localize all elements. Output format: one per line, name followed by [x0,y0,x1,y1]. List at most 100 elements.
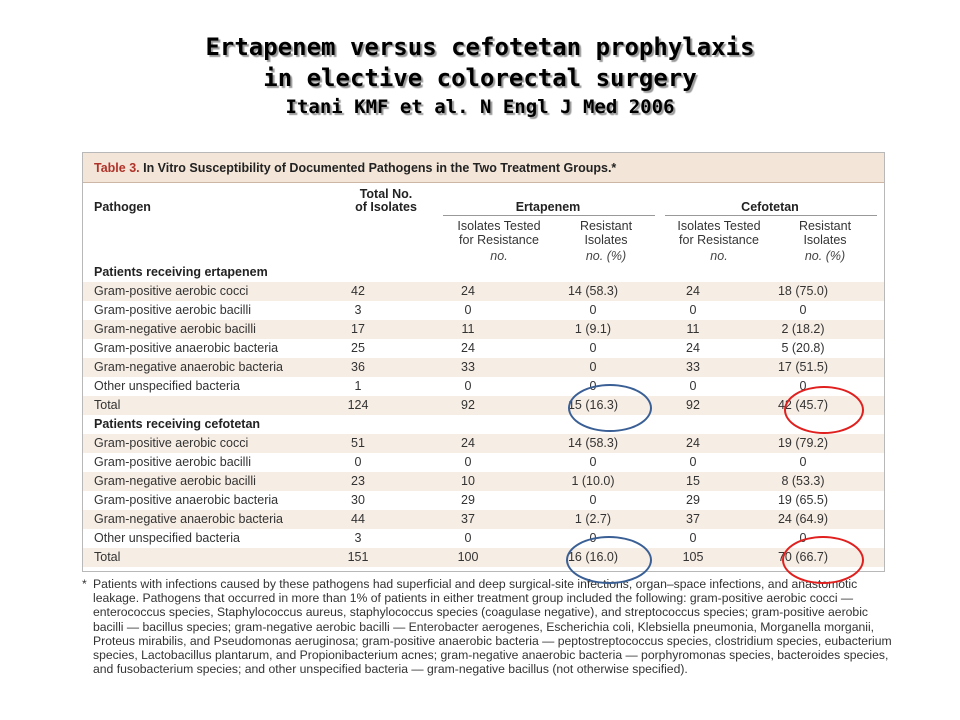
cell-cef-tested: 92 [686,398,700,412]
table-label: Table 3. [94,161,140,175]
cell-total: 3 [354,303,362,317]
unit-ert-tested: no. [490,249,508,263]
cell-pathogen: Gram-positive aerobic bacilli [94,455,252,469]
cell-total: 151 [347,550,369,564]
cell-ert-tested: 33 [461,360,475,374]
cell-cef-resistant: 19 (79.2) [777,436,829,450]
cell-cef-resistant: 2 (18.2) [781,322,825,336]
cell-pathogen: Gram-positive aerobic cocci [94,284,249,298]
cell-pathogen: Gram-positive anaerobic bacteria [94,493,279,507]
ertapenem-group-rule [443,215,655,216]
table-row: Gram-positive anaerobic bacteria 25 24 0… [83,339,884,358]
header-ert-resistant-line1: Resistant [579,219,633,233]
section-title: Patients receiving cefotetan [94,417,261,431]
cell-cef-resistant: 17 (51.5) [777,360,829,374]
cell-ert-resistant: 1 (9.1) [574,322,612,336]
cell-ert-tested: 29 [461,493,475,507]
cell-pathogen: Total [94,398,121,412]
header-ert-resistant-line2: Isolates [584,233,628,247]
cell-ert-resistant: 0 [589,455,597,469]
table-row: Gram-positive aerobic bacilli 3 0 0 0 0 [83,301,884,320]
table-row: Gram-positive aerobic bacilli 0 0 0 0 0 [83,453,884,472]
cell-total: 30 [351,493,365,507]
blue-highlight-circle-ertapenem-total [568,384,652,432]
cell-cef-resistant: 8 (53.3) [781,474,825,488]
cell-cef-tested: 105 [682,550,704,564]
section-header-ertapenem: Patients receiving ertapenem [83,263,884,282]
cell-total: 51 [351,436,365,450]
table-row-total: Total 124 92 15 (16.3) 92 42 (45.7) [83,396,884,415]
cell-pathogen: Gram-positive aerobic cocci [94,436,249,450]
cell-total: 42 [351,284,365,298]
table-row: Gram-negative aerobic bacilli 23 10 1 (1… [83,472,884,491]
cell-ert-resistant: 1 (10.0) [571,474,615,488]
header-group-ertapenem: Ertapenem [515,200,581,214]
susceptibility-table: Table 3. In Vitro Susceptibility of Docu… [82,152,885,572]
cell-cef-tested: 0 [689,303,697,317]
cell-cef-tested: 24 [686,436,700,450]
cell-cef-tested: 37 [686,512,700,526]
unit-cef-resistant: no. (%) [804,249,846,263]
cell-ert-resistant: 14 (58.3) [567,436,619,450]
cell-total: 17 [351,322,365,336]
cell-cef-tested: 0 [689,455,697,469]
cell-ert-resistant: 0 [589,303,597,317]
table-row: Gram-positive aerobic cocci 42 24 14 (58… [83,282,884,301]
cell-ert-tested: 0 [464,455,472,469]
blue-highlight-circle-cefotetan-total [566,536,652,584]
cell-ert-resistant: 14 (58.3) [567,284,619,298]
cell-cef-tested: 24 [686,341,700,355]
cell-total: 36 [351,360,365,374]
slide-title-line1: Ertapenem versus cefotetan prophylaxis [205,33,755,61]
cell-cef-resistant: 0 [799,379,807,393]
cell-total: 44 [351,512,365,526]
cell-ert-tested: 0 [464,303,472,317]
red-highlight-circle-cefotetan-total [782,536,864,584]
cell-pathogen: Gram-positive aerobic bacilli [94,303,252,317]
cell-ert-resistant: 0 [589,493,597,507]
table-row: Other unspecified bacteria 3 0 0 0 0 [83,529,884,548]
cell-total: 1 [354,379,362,393]
cell-cef-tested: 24 [686,284,700,298]
cell-pathogen: Gram-negative anaerobic bacteria [94,512,283,526]
footnote-text: Patients with infections caused by these… [93,577,892,677]
header-cef-tested-line1: Isolates Tested [677,219,761,233]
header-total-line2: of Isolates [355,200,417,214]
header-cef-resistant-line2: Isolates [803,233,847,247]
slide-citation: Itani KMF et al. N Engl J Med 2006 [285,96,675,118]
cell-cef-resistant: 19 (65.5) [777,493,829,507]
unit-ert-resistant: no. (%) [585,249,627,263]
unit-cef-tested: no. [710,249,728,263]
cell-cef-tested: 33 [686,360,700,374]
table-row: Gram-positive anaerobic bacteria 30 29 0… [83,491,884,510]
cell-total: 23 [351,474,365,488]
table-row: Gram-negative anaerobic bacteria 36 33 0… [83,358,884,377]
cell-ert-tested: 92 [461,398,475,412]
cell-ert-tested: 11 [461,322,475,336]
cell-ert-tested: 24 [461,436,475,450]
cell-ert-tested: 24 [461,341,475,355]
cell-cef-resistant: 0 [799,455,807,469]
table-row: Gram-negative aerobic bacilli 17 11 1 (9… [83,320,884,339]
header-cef-resistant-line1: Resistant [798,219,852,233]
section-title: Patients receiving ertapenem [94,265,268,279]
cell-ert-tested: 0 [464,531,472,545]
table-row: Gram-positive aerobic cocci 51 24 14 (58… [83,434,884,453]
cell-pathogen: Total [94,550,121,564]
cell-cef-resistant: 5 (20.8) [781,341,825,355]
cell-ert-tested: 0 [464,379,472,393]
cell-cef-tested: 15 [686,474,700,488]
cell-pathogen: Gram-negative aerobic bacilli [94,474,256,488]
cell-ert-tested: 24 [461,284,475,298]
header-ert-tested-line1: Isolates Tested [457,219,541,233]
header-pathogen: Pathogen [94,200,151,214]
cell-cef-resistant: 0 [799,303,807,317]
cell-ert-tested: 100 [457,550,479,564]
header-ert-tested-line2: for Resistance [459,233,539,247]
footnote-mark: * [82,577,87,591]
cefotetan-group-rule [665,215,877,216]
cell-pathogen: Other unspecified bacteria [94,379,240,393]
cell-total: 25 [351,341,365,355]
cell-pathogen: Gram-negative anaerobic bacteria [94,360,283,374]
cell-ert-tested: 10 [461,474,475,488]
